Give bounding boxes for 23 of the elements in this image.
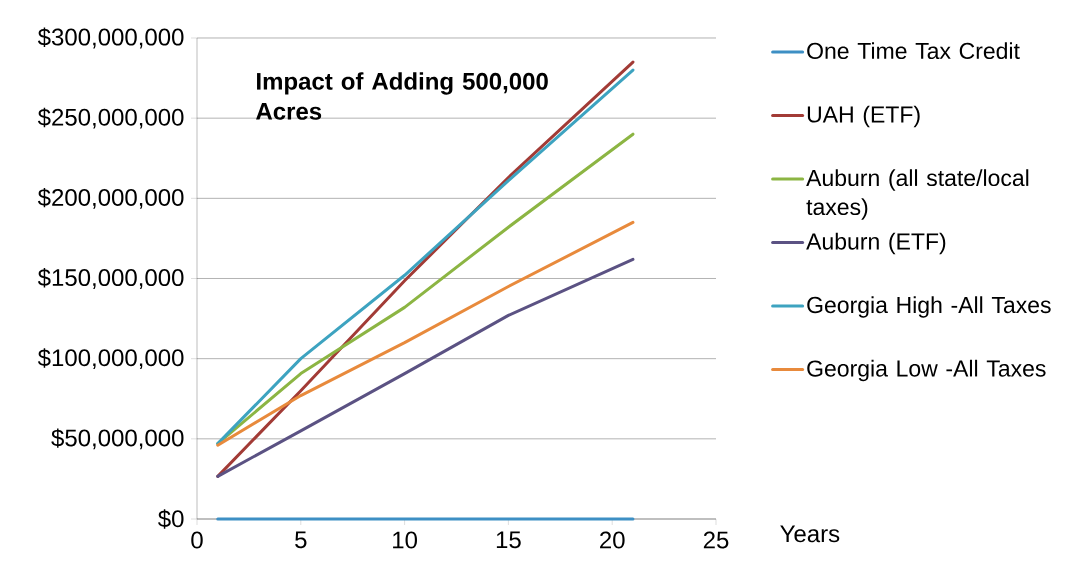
y-tick-label: $0: [158, 509, 184, 529]
x-tick-label: 0: [191, 531, 203, 549]
line-series: [216, 257, 635, 478]
legend-label: Georgia High -All Taxes: [807, 296, 1051, 318]
y-tick-label: $250,000,000: [37, 107, 184, 129]
y-tick-label: $300,000,000: [37, 27, 184, 49]
legend-label: Georgia Low -All Taxes: [807, 359, 1046, 382]
x-tick-label: 5: [295, 531, 307, 549]
x-tick-label: 10: [393, 531, 417, 549]
x-axis-title: Years: [780, 525, 840, 543]
legend-label: UAH (ETF): [807, 105, 920, 128]
x-tick-label: 25: [703, 531, 729, 549]
text: Impact of Adding 500,000 Acres: [256, 72, 548, 120]
y-tick-label: $100,000,000: [37, 348, 184, 370]
legend-label: One Time Tax Credit: [807, 42, 1020, 60]
y-tick-label: $200,000,000: [37, 187, 184, 209]
line-series: [216, 220, 635, 447]
x-tick-label: 15: [496, 531, 521, 549]
y-tick-label: $150,000,000: [37, 268, 184, 289]
x-tick-label: 20: [600, 531, 625, 549]
y-tick-label: $50,000,000: [51, 428, 184, 450]
legend-label: Auburn (ETF): [806, 232, 946, 255]
legend-label: Auburn (all state/local taxes): [806, 169, 1029, 220]
